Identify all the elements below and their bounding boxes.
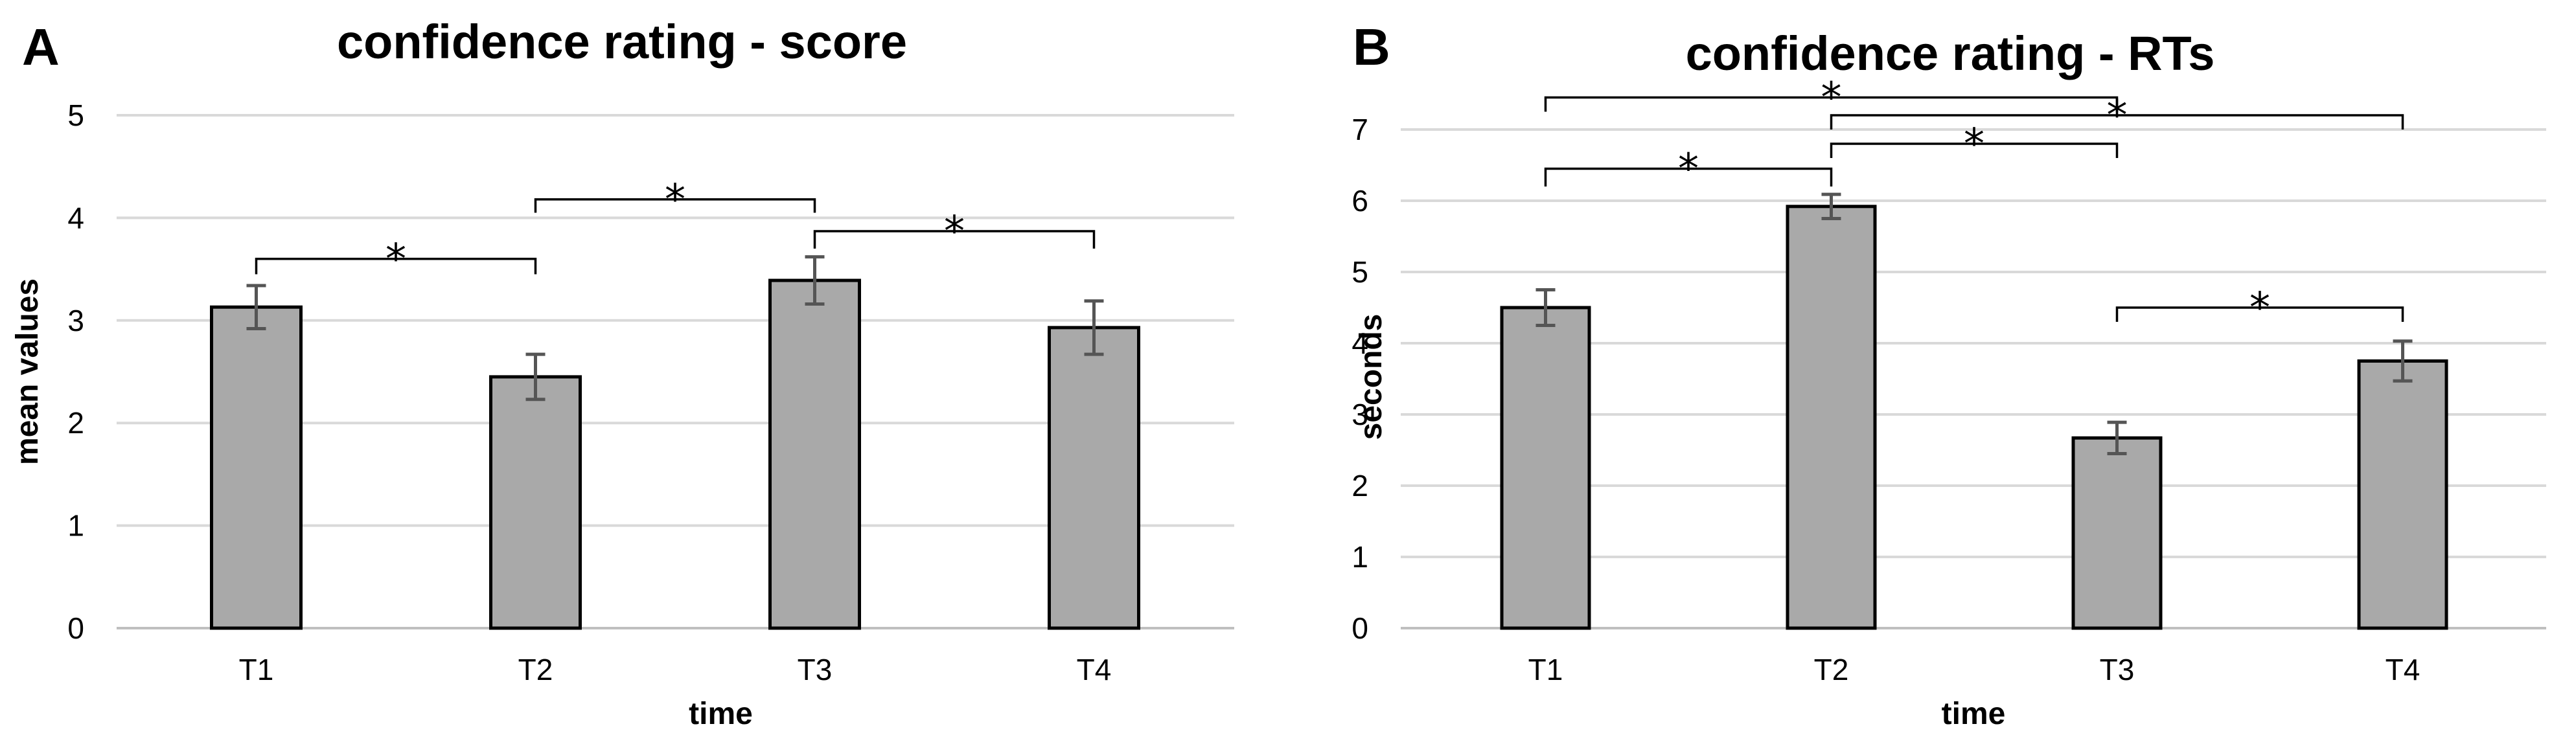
error-bar-t2	[1821, 192, 1841, 220]
bar-t1	[210, 305, 303, 630]
y-tick-label: 3	[67, 304, 84, 337]
y-tick-label: 4	[67, 201, 84, 234]
bar-t1	[1500, 306, 1591, 630]
y-tick-label: 6	[1351, 184, 1368, 218]
error-bar-t2	[525, 352, 546, 401]
significance-star: *	[2107, 92, 2128, 140]
x-tick-label: T4	[1077, 653, 1112, 686]
error-bar-t4	[2393, 339, 2413, 383]
panel-label: A	[22, 18, 60, 76]
y-tick-label: 5	[1351, 255, 1368, 289]
x-tick-label: T1	[1528, 653, 1563, 686]
bar-t3	[768, 278, 861, 630]
bar-t4	[1048, 326, 1140, 630]
significance-bracket	[255, 258, 537, 275]
significance-star: *	[1678, 146, 1699, 194]
x-tick-label: T1	[239, 653, 274, 686]
x-tick-label: T3	[798, 653, 833, 686]
error-bar-t4	[1084, 299, 1104, 356]
bar-t4	[2357, 359, 2448, 630]
error-bar-t3	[805, 255, 825, 306]
y-tick-label: 2	[1351, 469, 1368, 503]
y-tick-label: 3	[1351, 398, 1368, 431]
y-tick-label: 1	[1351, 540, 1368, 574]
x-tick-label: T4	[2386, 653, 2421, 686]
significance-star: *	[1964, 120, 1984, 168]
error-bar-t1	[246, 284, 266, 330]
chart-title: confidence rating - score	[337, 15, 907, 69]
y-tick-label: 7	[1351, 113, 1368, 146]
significance-star: *	[385, 236, 406, 284]
bar-t2	[489, 375, 582, 630]
x-tick-label: T3	[2100, 653, 2135, 686]
x-tick-label: T2	[518, 653, 553, 686]
significance-bracket	[1830, 142, 2119, 158]
y-tick-label: 0	[1351, 611, 1368, 645]
significance-bracket	[813, 230, 1096, 249]
significance-bracket	[534, 198, 816, 213]
error-bar-t1	[1535, 288, 1556, 327]
significance-star: *	[2249, 284, 2270, 332]
y-axis-label: mean values	[10, 278, 45, 465]
significance-bracket	[1544, 96, 2119, 112]
x-axis-label: time	[689, 697, 753, 731]
y-axis-label: seconds	[1354, 314, 1388, 440]
significance-star: *	[665, 176, 685, 224]
chart-title: confidence rating - RTs	[1686, 27, 2215, 80]
significance-bracket	[2115, 306, 2404, 322]
bar-t3	[2071, 436, 2163, 630]
x-axis-label: time	[1942, 697, 2006, 731]
y-tick-label: 2	[67, 406, 84, 440]
y-tick-label: 5	[67, 98, 84, 132]
bar-t2	[1786, 205, 1877, 630]
significance-star: *	[944, 208, 965, 256]
x-tick-label: T2	[1814, 653, 1849, 686]
y-tick-label: 1	[67, 509, 84, 543]
significance-bracket	[1830, 114, 2404, 130]
significance-star: *	[1821, 74, 1842, 122]
y-tick-label: 0	[67, 611, 84, 645]
error-bar-t3	[2107, 420, 2127, 455]
significance-bracket	[1544, 167, 1833, 186]
y-tick-label: 4	[1351, 326, 1368, 360]
panel-label: B	[1353, 18, 1390, 76]
